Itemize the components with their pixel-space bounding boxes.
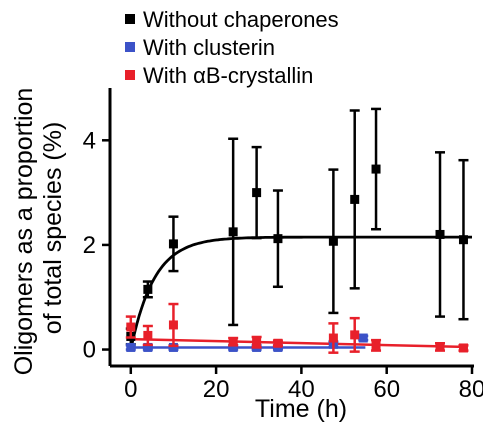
data-point-marker: [126, 342, 136, 352]
x-tick-label: 20: [203, 376, 230, 403]
y-tick-label: 2: [83, 232, 96, 259]
data-point-marker: [350, 194, 360, 204]
series-0-points: [125, 107, 469, 346]
data-point-marker: [143, 330, 153, 340]
data-point-marker: [252, 188, 262, 198]
fit-curve-series-0: [129, 235, 472, 350]
x-tick-label: 60: [373, 376, 400, 403]
data-point-marker: [328, 333, 338, 343]
data-point-marker: [143, 342, 153, 352]
data-point-marker: [143, 284, 153, 294]
x-axis-label: Time (h): [255, 395, 347, 423]
data-point-marker: [273, 338, 283, 348]
x-tick-label: 40: [288, 376, 315, 403]
data-point-marker: [228, 337, 238, 347]
data-point-marker: [458, 343, 468, 353]
data-point-marker: [358, 333, 368, 343]
y-axis-label-line-2: of total species (%): [39, 122, 67, 335]
data-point-marker: [228, 342, 238, 352]
axes: [108, 88, 474, 368]
legend-marker-2: [125, 70, 135, 80]
data-point-marker: [435, 342, 445, 352]
data-points: [125, 107, 469, 354]
fit-lines: [129, 235, 472, 350]
y-tick-label: 4: [83, 127, 96, 154]
legend: Without chaperones With clusterin With αB-…: [125, 7, 339, 88]
x-tick-label: 80: [459, 376, 483, 403]
data-point-marker: [371, 164, 381, 174]
data-point-marker: [273, 234, 283, 244]
legend-marker-1: [125, 42, 135, 52]
data-point-marker: [168, 320, 178, 330]
ticks: 0 20 40 60 80 0 2 4: [83, 127, 483, 403]
x-tick-label: 0: [124, 376, 137, 403]
series-2-points: [125, 302, 469, 354]
data-point-marker: [435, 229, 445, 239]
data-point-marker: [371, 340, 381, 350]
data-point-marker: [168, 239, 178, 249]
data-point-marker: [168, 342, 178, 352]
legend-marker-0: [125, 14, 135, 24]
legend-label-2: With αB-crystallin: [143, 63, 313, 88]
legend-label-0: Without chaperones: [143, 7, 339, 32]
data-point-marker: [228, 227, 238, 237]
data-point-marker: [252, 337, 262, 347]
fit-line-series-2: [130, 337, 464, 349]
y-axis-label: Oligomers as a proportion of total speci…: [10, 81, 67, 376]
data-point-marker: [126, 322, 136, 332]
y-tick-label: 0: [83, 337, 96, 364]
data-point-marker: [458, 235, 468, 245]
legend-label-1: With clusterin: [143, 35, 275, 60]
data-point-marker: [350, 330, 360, 340]
data-point-marker: [328, 236, 338, 246]
y-axis-label-line-1: Oligomers as a proportion: [10, 88, 38, 376]
